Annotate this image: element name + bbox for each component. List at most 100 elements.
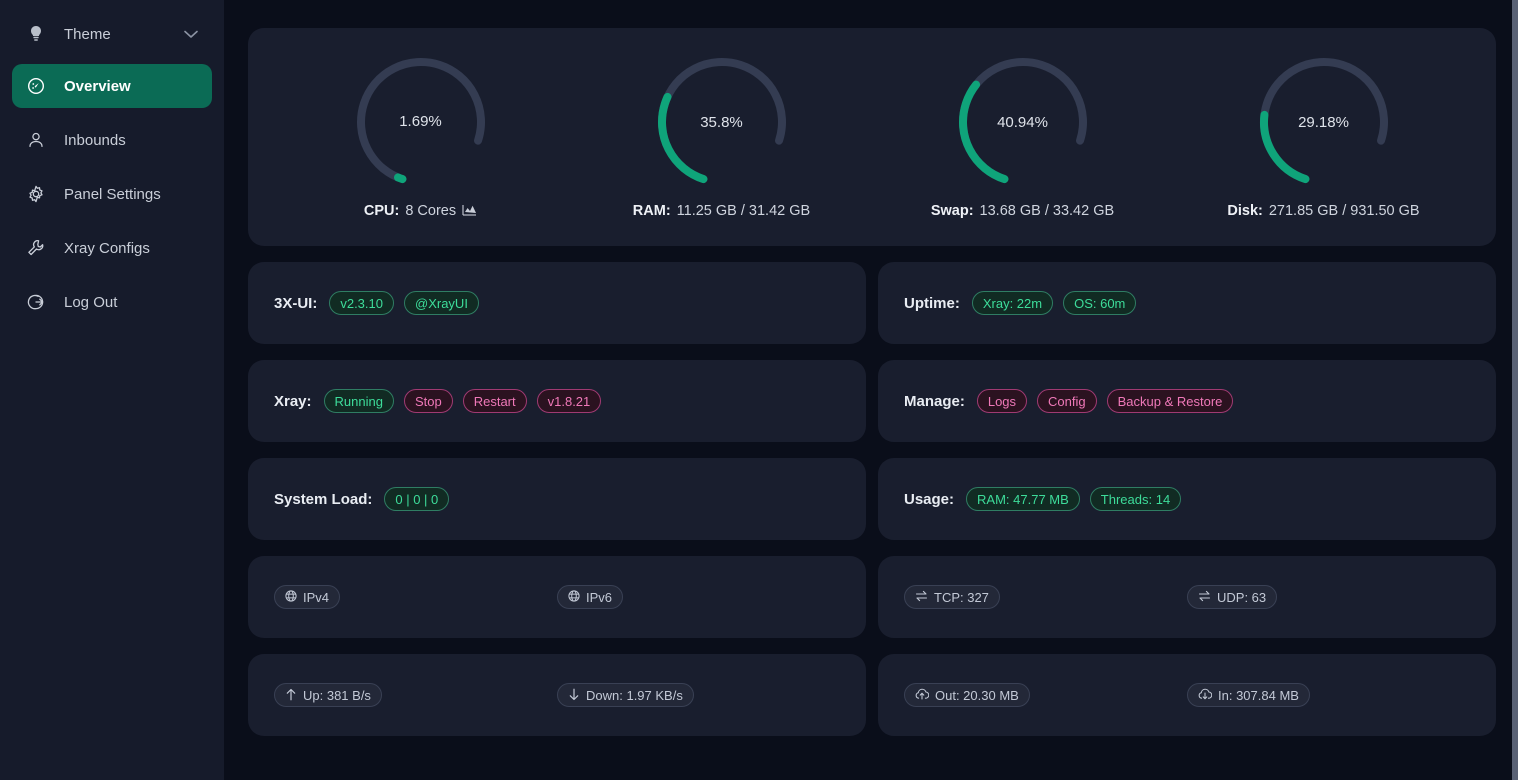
scrollbar-thumb[interactable] [1512, 0, 1518, 780]
tag-download-speed[interactable]: Down: 1.97 KB/s [557, 683, 694, 707]
sidebar: Theme Overview [0, 0, 224, 780]
card-xray: Xray: Running Stop Restart v1.8.21 [248, 360, 866, 442]
tags-usage: RAM: 47.77 MB Threads: 14 [966, 487, 1182, 511]
gauge-detail-disk: 271.85 GB / 931.50 GB [1268, 203, 1420, 219]
card-label-xray: Xray: [274, 392, 312, 410]
tag-ipv4-label: IPv4 [303, 589, 330, 605]
row-xray-manage: Xray: Running Stop Restart v1.8.21 Manag… [248, 360, 1496, 442]
sidebar-item-overview[interactable]: Overview [12, 64, 212, 108]
card-speed: Up: 381 B/s Down: 1.97 KB/s [248, 654, 866, 736]
gear-icon [26, 185, 46, 203]
card-totals: Out: 20.30 MB In: 307.84 MB [878, 654, 1496, 736]
cloud-download-icon [1198, 688, 1213, 702]
scrollbar-track[interactable] [1512, 0, 1518, 780]
gauge-ring-swap: 40.94% [956, 55, 1090, 189]
tag-telegram[interactable]: @XrayUI [404, 291, 479, 315]
wrench-icon [26, 239, 46, 257]
main-content: 1.69% CPU: 8 Cores [224, 0, 1518, 780]
tag-os-uptime[interactable]: OS: 60m [1063, 291, 1137, 315]
gauge-detail-cpu: 8 Cores [405, 203, 457, 219]
tag-total-out-label: Out: 20.30 MB [935, 687, 1019, 703]
card-label-uptime: Uptime: [904, 294, 960, 312]
gauge-svg [657, 58, 786, 186]
tag-upload-speed-label: Up: 381 B/s [303, 687, 371, 703]
tag-xray-uptime[interactable]: Xray: 22m [971, 291, 1054, 315]
sidebar-item-inbounds[interactable]: Inbounds [12, 118, 212, 162]
ip-right: IPv6 [557, 585, 840, 609]
sidebar-item-label: Log Out [64, 293, 118, 311]
tag-xray-restart[interactable]: Restart [462, 389, 527, 413]
card-label-manage: Manage: [904, 392, 965, 410]
globe-icon [285, 590, 297, 604]
theme-label: Theme [64, 25, 111, 43]
tag-total-in-label: In: 307.84 MB [1218, 687, 1299, 703]
tags-system-load: 0 | 0 | 0 [384, 487, 450, 511]
tags-xray: Running Stop Restart v1.8.21 [323, 389, 602, 413]
card-label-usage: Usage: [904, 490, 955, 508]
user-icon [26, 131, 46, 149]
info-rows: 3X-UI: v2.3.10 @XrayUI Uptime: Xray: 22m… [248, 262, 1496, 736]
tag-version[interactable]: v2.3.10 [329, 291, 394, 315]
row-speed-totals: Up: 381 B/s Down: 1.97 KB/s [248, 654, 1496, 736]
card-manage: Manage: Logs Config Backup & Restore [878, 360, 1496, 442]
card-connections: TCP: 327 UDP: 63 [878, 556, 1496, 638]
gauge-caption-ram: RAM: 11.25 GB / 31.42 GB [633, 203, 810, 219]
tag-total-in[interactable]: In: 307.84 MB [1187, 683, 1310, 707]
gauge-value-ram: 35.8% [700, 113, 743, 131]
tag-usage-ram[interactable]: RAM: 47.77 MB [966, 487, 1080, 511]
row-load-usage: System Load: 0 | 0 | 0 Usage: RAM: 47.77… [248, 458, 1496, 540]
tag-xray-stop[interactable]: Stop [403, 389, 453, 413]
tag-ipv6[interactable]: IPv6 [557, 585, 624, 609]
sidebar-item-label: Overview [64, 77, 131, 95]
tags-3xui: v2.3.10 @XrayUI [329, 291, 479, 315]
tag-download-speed-label: Down: 1.97 KB/s [586, 687, 683, 703]
tags-uptime: Xray: 22m OS: 60m [971, 291, 1137, 315]
card-uptime: Uptime: Xray: 22m OS: 60m [878, 262, 1496, 344]
sidebar-item-panel-settings[interactable]: Panel Settings [12, 172, 212, 216]
tag-tcp[interactable]: TCP: 327 [904, 585, 1000, 609]
gauge-name-ram: RAM: [632, 203, 671, 219]
gauge-name-disk: Disk: [1227, 203, 1263, 219]
row-version-uptime: 3X-UI: v2.3.10 @XrayUI Uptime: Xray: 22m… [248, 262, 1496, 344]
card-label-system-load: System Load: [274, 490, 373, 508]
tag-xray-version[interactable]: v1.8.21 [536, 389, 602, 413]
tag-udp-label: UDP: 63 [1217, 589, 1267, 605]
gauge-name-cpu: CPU: [363, 203, 400, 219]
bulb-icon [26, 25, 46, 43]
dashboard-icon [26, 77, 46, 95]
gauge-detail-ram: 11.25 GB / 31.42 GB [676, 203, 811, 219]
tag-load-values[interactable]: 0 | 0 | 0 [384, 487, 450, 511]
tag-ipv4[interactable]: IPv4 [274, 585, 341, 609]
tag-backup-restore[interactable]: Backup & Restore [1106, 389, 1234, 413]
tag-logs[interactable]: Logs [976, 389, 1028, 413]
speed-left: Up: 381 B/s [274, 683, 557, 707]
logout-icon [26, 293, 46, 311]
conn-right: UDP: 63 [1187, 585, 1470, 609]
tag-config[interactable]: Config [1037, 389, 1097, 413]
gauge-swap: 40.94% Swap: 13.68 GB / 33.42 GB [872, 55, 1173, 219]
tag-total-out[interactable]: Out: 20.30 MB [904, 683, 1030, 707]
tag-tcp-label: TCP: 327 [934, 589, 989, 605]
chart-icon[interactable] [462, 203, 477, 220]
sidebar-item-label: Inbounds [64, 131, 126, 149]
chevron-down-icon[interactable] [184, 30, 198, 39]
sidebar-item-label: Xray Configs [64, 239, 150, 257]
gauge-caption-cpu: CPU: 8 Cores [364, 203, 477, 220]
arrow-down-icon [568, 688, 580, 703]
theme-selector[interactable]: Theme [12, 12, 212, 56]
system-stats-card: 1.69% CPU: 8 Cores [248, 28, 1496, 246]
tag-usage-threads[interactable]: Threads: 14 [1089, 487, 1182, 511]
sidebar-item-log-out[interactable]: Log Out [12, 280, 212, 324]
speed-right: Down: 1.97 KB/s [557, 683, 840, 707]
sidebar-item-label: Panel Settings [64, 185, 161, 203]
card-system-load: System Load: 0 | 0 | 0 [248, 458, 866, 540]
tag-udp[interactable]: UDP: 63 [1187, 585, 1278, 609]
tag-upload-speed[interactable]: Up: 381 B/s [274, 683, 382, 707]
tag-xray-status[interactable]: Running [323, 389, 394, 413]
ip-left: IPv4 [274, 585, 557, 609]
totals-left: Out: 20.30 MB [904, 683, 1187, 707]
card-ip: IPv4 IPv6 [248, 556, 866, 638]
sidebar-item-xray-configs[interactable]: Xray Configs [12, 226, 212, 270]
gauge-disk: 29.18% Disk: 271.85 GB / 931.50 GB [1173, 55, 1474, 219]
